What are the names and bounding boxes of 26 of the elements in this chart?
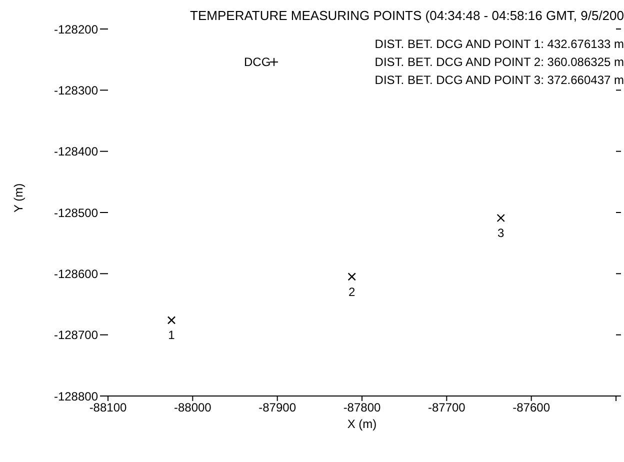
- x-tick-label: -88000: [174, 400, 212, 415]
- y-tick-label: -128200: [54, 22, 98, 36]
- x-tick-label: -87700: [428, 400, 466, 415]
- point: [167, 316, 176, 324]
- point: [348, 272, 356, 281]
- annotation: DIST. BET. DCG AND POINT 3: 372.660437 m: [374, 72, 624, 89]
- annotation: DCG: [244, 54, 271, 71]
- x-tick-label: -88100: [89, 400, 128, 415]
- chart-title: TEMPERATURE MEASURING POINTS (04:34:48 - 04:58:16 GMT, 9/5/200: [190, 8, 624, 23]
- series-label: 2: [348, 284, 356, 299]
- y-axis-title: Y (m): [11, 183, 26, 212]
- x-tick-label: -87800: [343, 400, 382, 415]
- x-tick-label: -87900: [258, 400, 296, 415]
- x-tick-label: -87600: [512, 400, 550, 415]
- y-tick-label: -128700: [54, 328, 98, 342]
- y-tick-label: -128500: [54, 206, 98, 220]
- x-axis-title: X (m): [347, 417, 377, 431]
- annotation: DIST. BET. DCG AND POINT 1: 432.676133 m: [374, 36, 624, 53]
- annotation: DIST. BET. DCG AND POINT 2: 360.086325 m: [374, 54, 624, 71]
- y-tick-label: -128400: [54, 144, 98, 159]
- series-label: 3: [498, 226, 505, 240]
- y-tick-label: -128300: [54, 83, 98, 98]
- y-tick-label: -128600: [54, 266, 98, 281]
- y-tick-label: -128800: [54, 389, 98, 404]
- series-label: 1: [168, 328, 176, 342]
- point: [496, 214, 505, 222]
